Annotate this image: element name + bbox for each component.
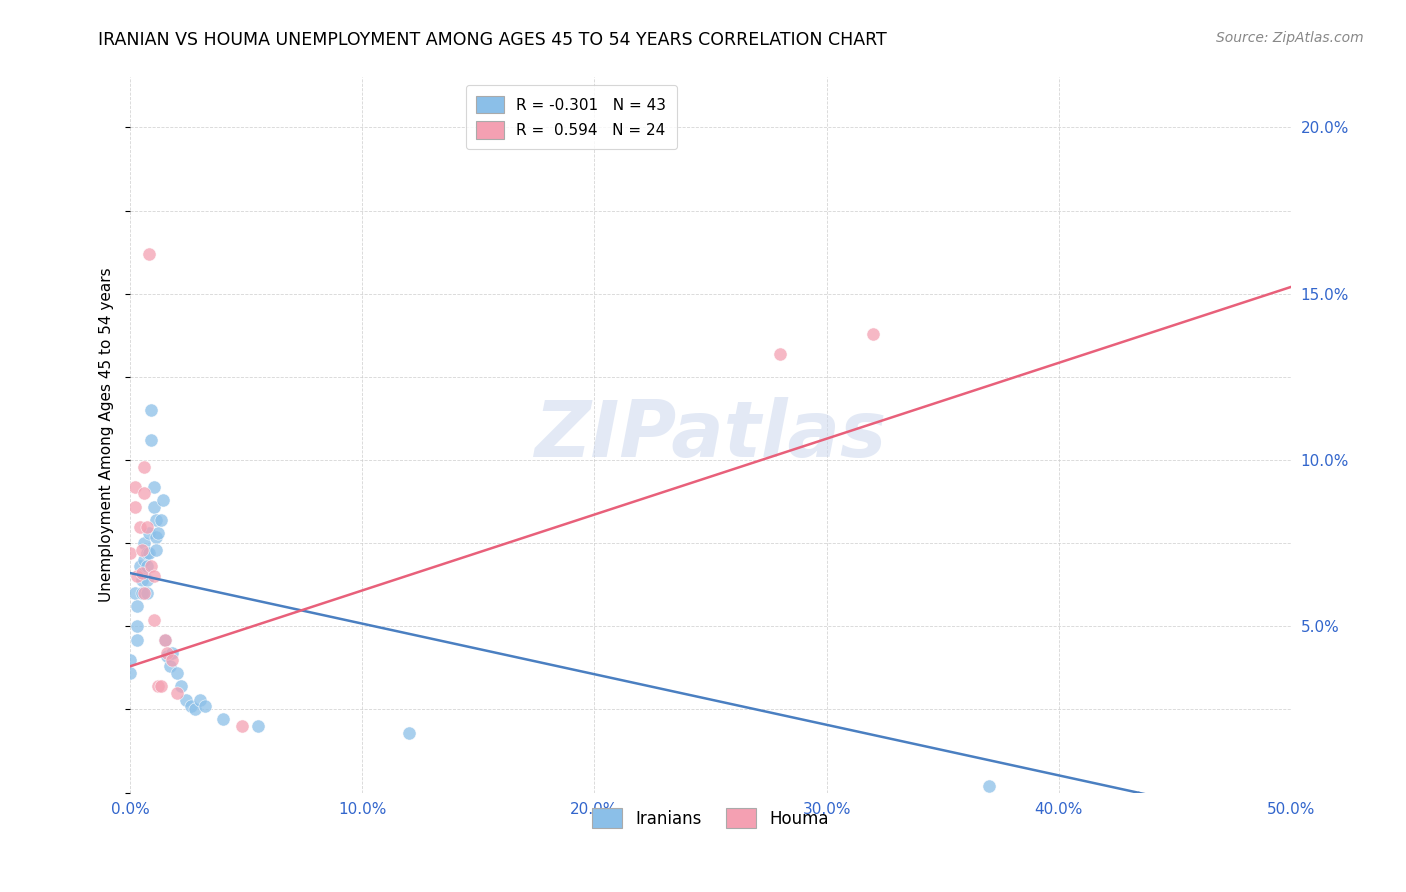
Point	[134, 553, 156, 567]
Point	[174, 692, 197, 706]
Point	[141, 433, 163, 447]
Point	[246, 719, 269, 733]
Point	[138, 526, 160, 541]
Point	[153, 632, 176, 647]
Point	[127, 632, 149, 647]
Point	[120, 652, 142, 666]
Point	[135, 546, 157, 560]
Point	[166, 686, 188, 700]
Point	[124, 500, 146, 514]
Point	[135, 559, 157, 574]
Text: Source: ZipAtlas.com: Source: ZipAtlas.com	[1216, 31, 1364, 45]
Point	[977, 779, 1000, 793]
Point	[145, 529, 167, 543]
Text: ZIPatlas: ZIPatlas	[534, 397, 887, 473]
Point	[160, 652, 183, 666]
Point	[141, 403, 163, 417]
Point	[231, 719, 253, 733]
Point	[862, 326, 884, 341]
Point	[128, 519, 150, 533]
Point	[159, 659, 181, 673]
Point	[134, 459, 156, 474]
Point	[769, 346, 792, 360]
Point	[124, 586, 146, 600]
Point	[134, 486, 156, 500]
Point	[153, 632, 176, 647]
Point	[156, 649, 179, 664]
Point	[127, 599, 149, 614]
Point	[170, 679, 193, 693]
Point	[398, 725, 420, 739]
Point	[194, 699, 217, 714]
Point	[134, 566, 156, 580]
Point	[145, 542, 167, 557]
Point	[131, 566, 153, 580]
Legend: Iranians, Houma: Iranians, Houma	[585, 802, 837, 834]
Point	[135, 586, 157, 600]
Point	[134, 536, 156, 550]
Point	[131, 573, 153, 587]
Point	[134, 586, 156, 600]
Point	[156, 646, 179, 660]
Point	[120, 665, 142, 680]
Point	[148, 526, 170, 541]
Point	[152, 492, 174, 507]
Point	[127, 569, 149, 583]
Point	[142, 613, 165, 627]
Point	[138, 546, 160, 560]
Point	[145, 513, 167, 527]
Text: IRANIAN VS HOUMA UNEMPLOYMENT AMONG AGES 45 TO 54 YEARS CORRELATION CHART: IRANIAN VS HOUMA UNEMPLOYMENT AMONG AGES…	[98, 31, 887, 49]
Point	[149, 679, 172, 693]
Point	[149, 513, 172, 527]
Point	[131, 542, 153, 557]
Point	[124, 480, 146, 494]
Point	[148, 679, 170, 693]
Point	[142, 569, 165, 583]
Point	[184, 702, 207, 716]
Point	[135, 519, 157, 533]
Point	[135, 573, 157, 587]
Point	[127, 619, 149, 633]
Point	[212, 713, 235, 727]
Point	[142, 500, 165, 514]
Y-axis label: Unemployment Among Ages 45 to 54 years: Unemployment Among Ages 45 to 54 years	[100, 268, 114, 602]
Point	[160, 646, 183, 660]
Point	[131, 586, 153, 600]
Point	[128, 559, 150, 574]
Point	[120, 546, 142, 560]
Point	[138, 246, 160, 260]
Point	[141, 559, 163, 574]
Point	[180, 699, 202, 714]
Point	[166, 665, 188, 680]
Point	[142, 480, 165, 494]
Point	[188, 692, 211, 706]
